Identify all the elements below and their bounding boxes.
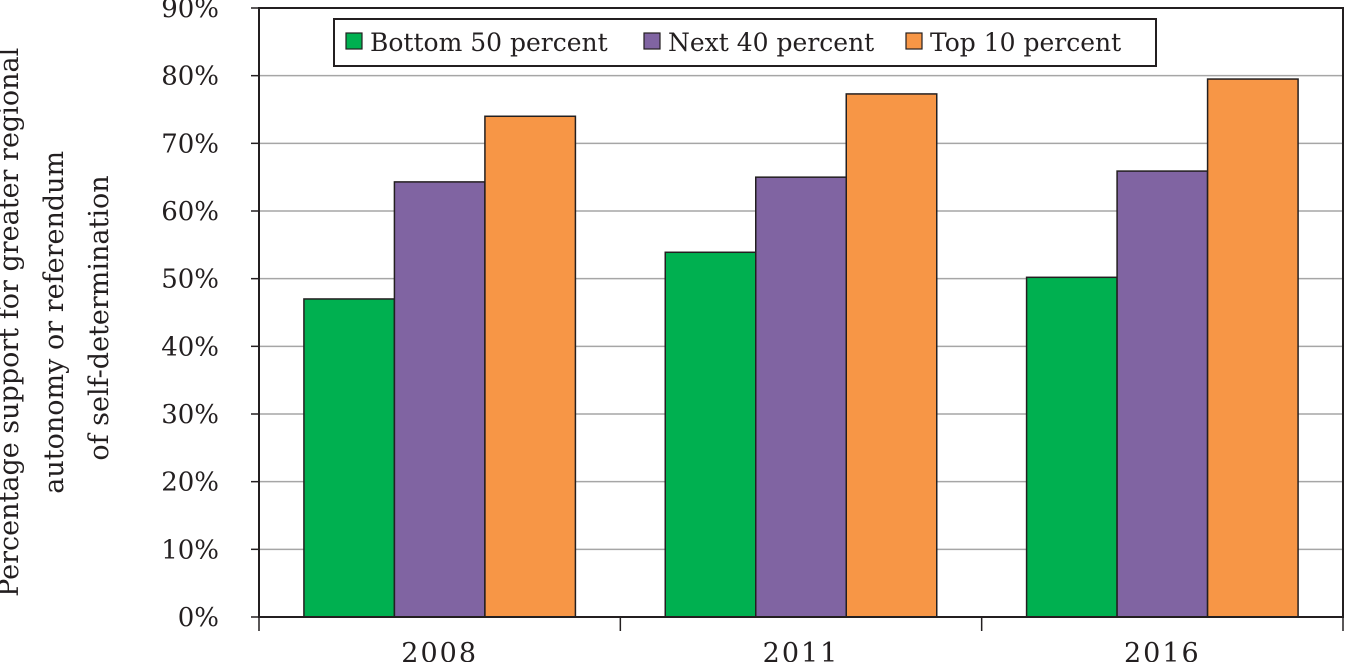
- x-tick-label: 2011: [763, 638, 840, 662]
- legend-label: Bottom 50 percent: [370, 28, 608, 57]
- bar-top-10-percent-2016: [1206, 78, 1299, 618]
- bar-next-40-percent-2016: [1116, 170, 1209, 618]
- bar-top-10-percent-2011: [845, 93, 938, 618]
- bar-bottom-50-percent-2008: [303, 298, 396, 618]
- y-axis-title-line-2: autonomy or referendum: [39, 151, 70, 494]
- legend-swatch: [345, 32, 363, 50]
- y-tick-label: 30%: [161, 400, 219, 430]
- y-tick-label: 40%: [161, 332, 219, 362]
- bar-next-40-percent-2008: [393, 181, 486, 618]
- legend-label: Top 10 percent: [930, 28, 1121, 57]
- legend-swatch: [905, 32, 923, 50]
- bar-next-40-percent-2011: [755, 176, 847, 618]
- y-axis: 0% 10% 20% 30% 40% 50% 60% 70% 80% 90%: [161, 0, 259, 633]
- y-axis-title-line-3: of self-determination: [84, 175, 115, 460]
- y-tick-label: 50%: [161, 265, 219, 295]
- y-axis-title-line-1: Percentage support for greater regional: [0, 48, 25, 597]
- x-axis: 2008 2011 2016: [258, 617, 1344, 662]
- legend: Bottom 50 percent Next 40 percent Top 10 p…: [333, 18, 1157, 67]
- legend-swatch: [643, 32, 661, 50]
- x-tick-label: 2008: [401, 638, 478, 662]
- legend-label: Next 40 percent: [668, 28, 874, 57]
- y-axis-title: Percentage support for greater regional …: [0, 39, 115, 597]
- y-tick-label: 70%: [161, 129, 219, 159]
- plot-frame: [258, 7, 1344, 618]
- legend-box: [333, 18, 1157, 67]
- y-tick-label: 90%: [161, 0, 219, 24]
- bar-bottom-50-percent-2016: [1025, 276, 1118, 618]
- y-tick-label: 0%: [178, 603, 219, 633]
- x-tick-label: 2016: [1124, 638, 1201, 662]
- bar-top-10-percent-2008: [484, 115, 577, 618]
- y-tick-label: 10%: [161, 535, 219, 565]
- y-tick-label: 60%: [161, 197, 219, 227]
- y-tick-label: 80%: [161, 62, 219, 92]
- bars: [303, 78, 1299, 618]
- y-tick-label: 20%: [161, 468, 219, 498]
- bar-bottom-50-percent-2011: [664, 251, 757, 618]
